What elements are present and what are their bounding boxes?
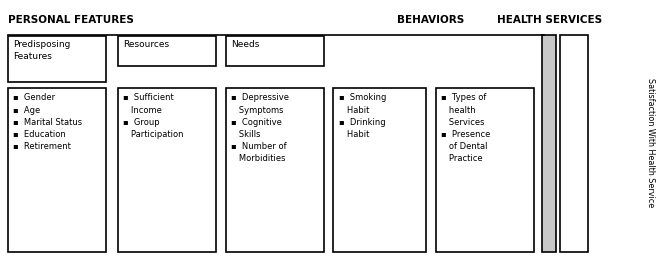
Bar xyxy=(436,88,534,252)
Text: Needs: Needs xyxy=(231,41,259,50)
Text: ▪  Gender
▪  Age
▪  Marital Status
▪  Education
▪  Retirement: ▪ Gender ▪ Age ▪ Marital Status ▪ Educat… xyxy=(13,94,82,151)
Text: Resources: Resources xyxy=(123,41,169,50)
Bar xyxy=(118,88,216,252)
Text: BEHAVIORS: BEHAVIORS xyxy=(397,15,464,25)
Bar xyxy=(8,36,106,82)
Bar xyxy=(560,35,588,252)
Bar xyxy=(226,88,324,252)
Text: ▪  Smoking
   Habit
▪  Drinking
   Habit: ▪ Smoking Habit ▪ Drinking Habit xyxy=(339,94,386,139)
Bar xyxy=(333,88,426,252)
Text: ▪  Types of
   health
   Services
▪  Presence
   of Dental
   Practice: ▪ Types of health Services ▪ Presence of… xyxy=(441,94,490,163)
Bar xyxy=(8,88,106,252)
Text: PERSONAL FEATURES: PERSONAL FEATURES xyxy=(8,15,134,25)
Text: ▪  Depressive
   Symptoms
▪  Cognitive
   Skills
▪  Number of
   Morbidities: ▪ Depressive Symptoms ▪ Cognitive Skills… xyxy=(231,94,289,163)
Text: HEALTH SERVICES: HEALTH SERVICES xyxy=(497,15,602,25)
Text: Predisposing
Features: Predisposing Features xyxy=(13,41,71,61)
Text: ▪  Sufficient
   Income
▪  Group
   Participation: ▪ Sufficient Income ▪ Group Participatio… xyxy=(123,94,184,139)
Bar xyxy=(226,36,324,66)
Bar xyxy=(118,36,216,66)
Text: Satisfaction With Health Service: Satisfaction With Health Service xyxy=(646,78,655,207)
Bar xyxy=(542,35,556,252)
